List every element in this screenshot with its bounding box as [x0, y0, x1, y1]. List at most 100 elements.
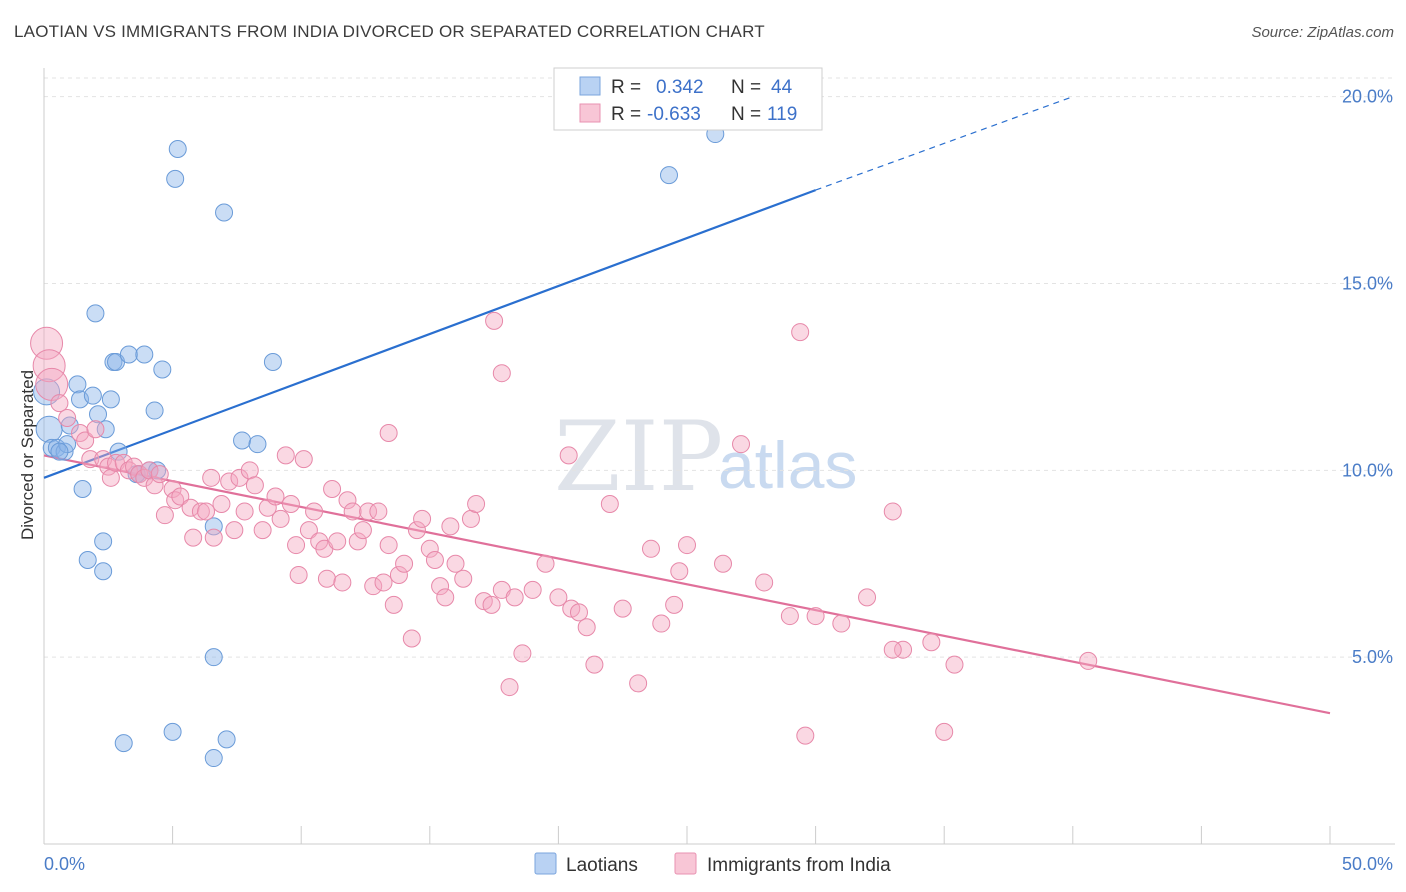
point-india	[832, 614, 851, 633]
point-laotians	[94, 532, 113, 551]
point-india	[436, 588, 455, 607]
point-laotians	[114, 734, 133, 753]
point-india	[629, 674, 648, 693]
point-india	[50, 394, 69, 413]
point-india	[485, 311, 504, 330]
point-india	[163, 480, 182, 499]
point-laotians	[119, 345, 138, 364]
point-india	[577, 618, 596, 637]
stats-legend: R = 0.342 N = 44 R = -0.633 N = 119	[553, 67, 823, 131]
point-india	[883, 502, 902, 521]
point-laotians	[50, 442, 69, 461]
legend-n-value-2: 119	[767, 104, 797, 125]
point-india	[81, 450, 100, 469]
point-india	[1079, 651, 1098, 670]
point-india	[145, 476, 164, 495]
point-india	[287, 536, 306, 555]
point-india	[461, 509, 480, 528]
y-tick-label: 20.0%	[1342, 87, 1393, 107]
x-tick-label: 50.0%	[1342, 854, 1393, 874]
point-india	[374, 573, 393, 592]
point-india	[569, 603, 588, 622]
point-laotians	[101, 390, 120, 409]
point-india	[281, 494, 300, 513]
point-india	[191, 502, 210, 521]
point-india	[299, 521, 318, 540]
point-india	[32, 349, 66, 383]
point-india	[184, 528, 203, 547]
point-india	[796, 726, 815, 745]
point-laotians	[168, 139, 187, 158]
point-india	[240, 461, 259, 480]
point-india	[678, 536, 696, 555]
point-india	[806, 607, 825, 626]
legend-r-value-2: -0.633	[647, 104, 701, 125]
point-india	[500, 678, 519, 697]
series-legend: Laotians Immigrants from India	[534, 852, 891, 876]
legend-swatch-bottom-laotians	[534, 852, 557, 875]
point-india	[276, 446, 295, 465]
x-tick-label: 0.0%	[44, 854, 85, 874]
point-laotians	[94, 562, 113, 581]
point-india	[58, 409, 77, 428]
point-india	[670, 562, 689, 581]
point-india	[86, 420, 105, 439]
y-axis-label: Divorced or Separated	[18, 370, 37, 540]
legend-n-label-1: N =	[731, 77, 761, 98]
point-india	[585, 655, 604, 674]
point-laotians	[35, 415, 63, 443]
point-india	[317, 569, 336, 588]
watermark-atlas: atlas	[718, 428, 857, 502]
point-india	[482, 595, 501, 614]
legend-r-label-1: R =	[611, 77, 641, 98]
point-laotians	[60, 416, 79, 435]
point-india	[780, 607, 799, 626]
point-laotians	[163, 722, 182, 741]
point-laotians	[204, 648, 223, 667]
point-laotians	[248, 435, 267, 454]
point-india	[225, 521, 244, 540]
point-laotians	[659, 166, 678, 185]
point-india	[945, 655, 964, 674]
point-india	[922, 633, 941, 652]
point-laotians	[145, 401, 164, 420]
point-india	[202, 468, 221, 487]
chart-title: LAOTIAN VS IMMIGRANTS FROM INDIA DIVORCE…	[14, 22, 765, 41]
trend-line-laotians-extension	[815, 96, 1074, 191]
point-laotians	[215, 203, 234, 222]
point-india	[235, 502, 254, 521]
point-india	[407, 521, 426, 540]
legend-swatch-bottom-india	[674, 852, 697, 875]
point-india	[402, 629, 421, 648]
point-india	[894, 640, 913, 659]
point-india	[665, 595, 684, 614]
point-india	[333, 573, 352, 592]
point-laotians	[109, 442, 128, 461]
legend-swatch-india	[579, 103, 601, 123]
legend-n-value-1: 44	[771, 77, 793, 98]
point-india	[446, 554, 465, 573]
point-india	[425, 551, 444, 570]
legend-r-value-1: 0.342	[656, 77, 704, 98]
legend-r-label-2: R =	[611, 104, 641, 125]
point-india	[323, 480, 342, 499]
point-laotians	[96, 420, 115, 439]
point-india	[245, 476, 264, 495]
point-laotians	[135, 345, 154, 364]
point-india	[101, 468, 120, 487]
y-tick-label: 10.0%	[1342, 460, 1393, 480]
point-india	[523, 580, 542, 599]
point-india	[420, 539, 439, 558]
point-india	[271, 509, 290, 528]
point-india	[379, 536, 398, 555]
point-india	[197, 502, 216, 521]
point-laotians	[263, 352, 282, 371]
point-india	[343, 502, 362, 521]
point-india	[431, 577, 450, 596]
point-india	[384, 595, 403, 614]
point-india	[492, 364, 511, 383]
point-india	[359, 502, 378, 521]
point-laotians	[83, 386, 102, 405]
point-india	[467, 494, 486, 513]
